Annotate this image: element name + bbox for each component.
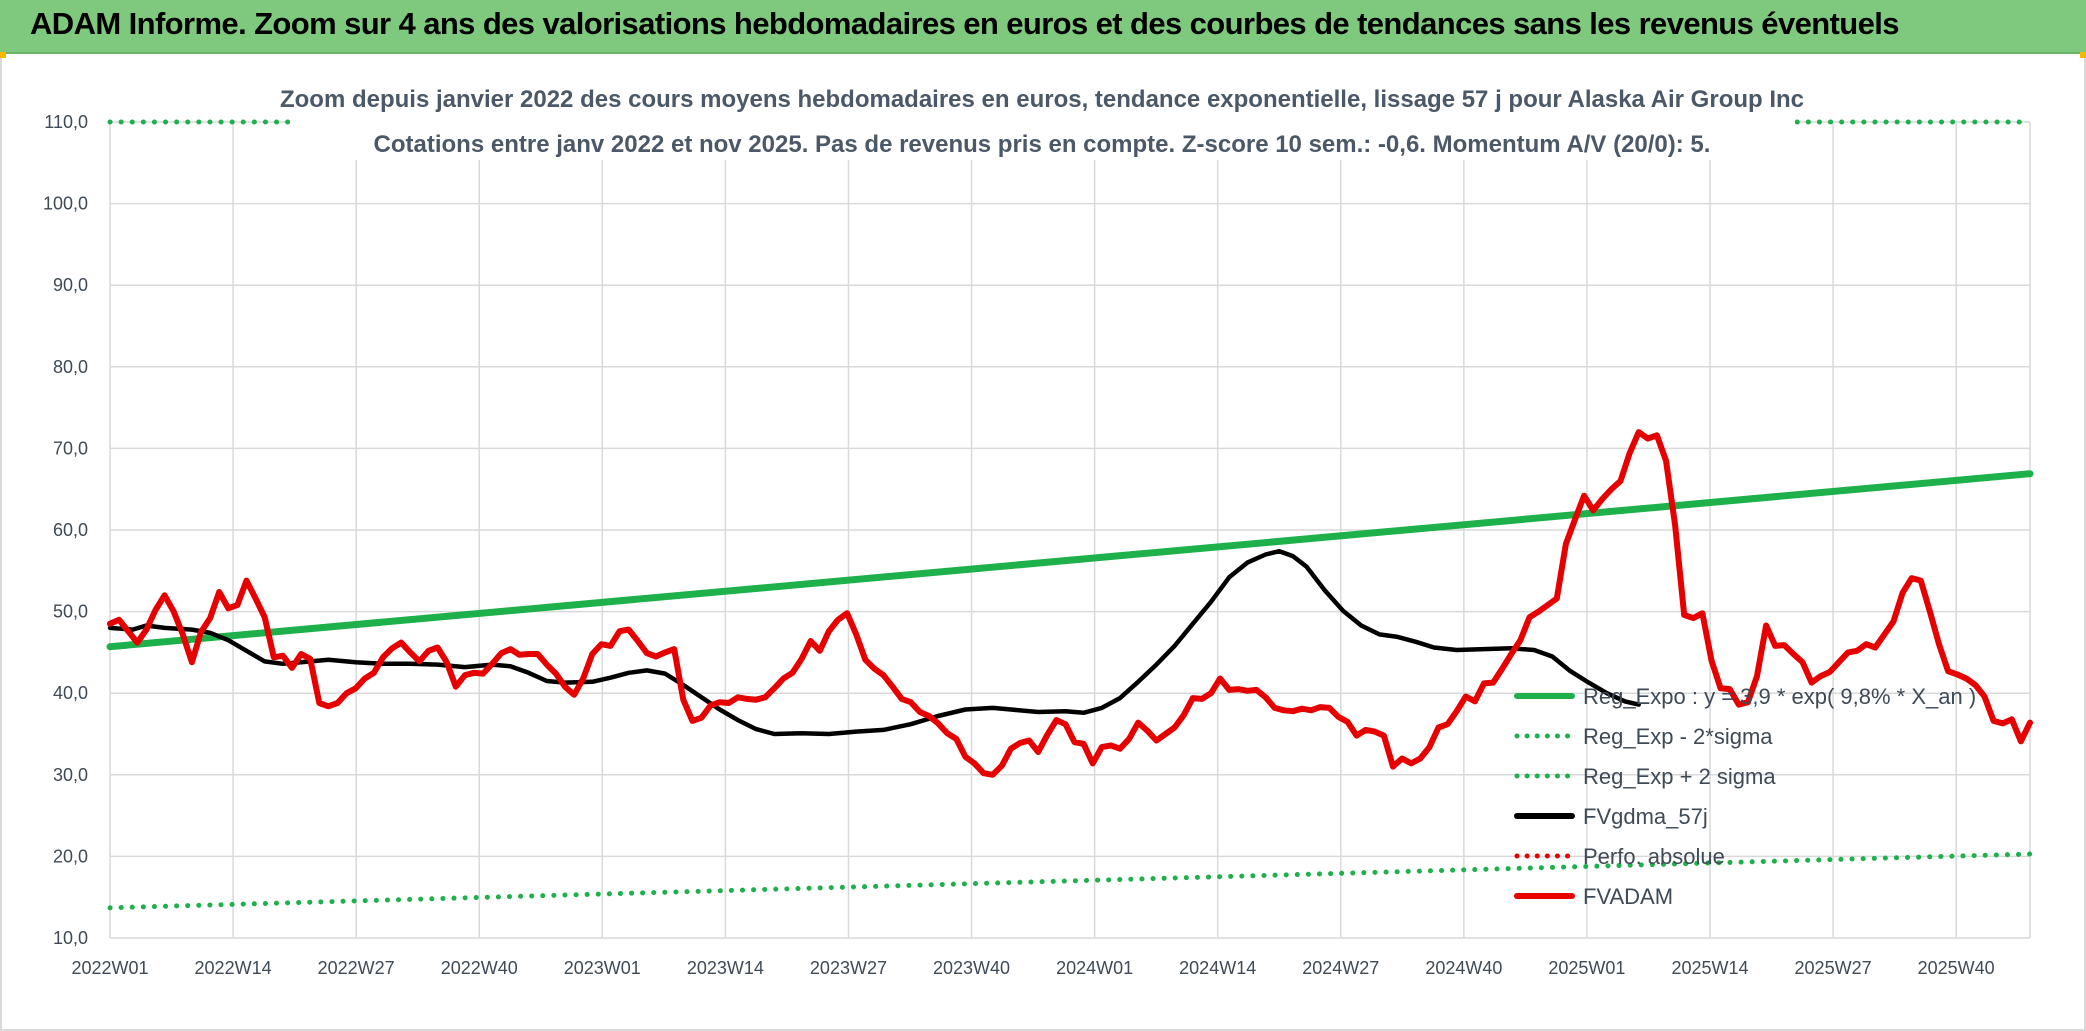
x-tick-label: 2023W14 — [687, 958, 764, 978]
corner-marker — [0, 52, 6, 58]
y-tick-label: 110,0 — [44, 112, 88, 132]
series-layer — [106, 119, 2034, 911]
legend-label: Reg_Exp - 2*sigma — [1583, 724, 1773, 749]
chart-title: Zoom depuis janvier 2022 des cours moyen… — [280, 86, 1804, 113]
series-line — [107, 548, 1641, 737]
legend-label: Reg_Exp + 2 sigma — [1583, 764, 1776, 789]
x-tick-label: 2025W01 — [1548, 958, 1625, 978]
chart-subtitle: Cotations entre janv 2022 et nov 2025. P… — [374, 131, 1711, 158]
series-line — [106, 470, 2034, 651]
x-tick-label: 2025W40 — [1918, 958, 1995, 978]
y-tick-label: 30,0 — [53, 765, 88, 785]
gridlines — [109, 121, 2031, 939]
legend-label: FVgdma_57j — [1583, 804, 1708, 829]
x-tick-label: 2023W27 — [810, 958, 887, 978]
y-tick-label: 90,0 — [53, 275, 88, 295]
legend-label: FVADAM — [1583, 884, 1673, 909]
x-tick-label: 2023W40 — [933, 958, 1010, 978]
x-tick-label: 2022W27 — [318, 958, 395, 978]
y-tick-label: 100,0 — [43, 194, 88, 214]
x-tick-label: 2022W14 — [195, 958, 272, 978]
y-tick-label: 60,0 — [53, 520, 88, 540]
x-tick-label: 2025W27 — [1795, 958, 1872, 978]
x-tick-label: 2022W40 — [441, 958, 518, 978]
legend-label: Reg_Expo : y = 3,9 * exp( 9,8% * X_an ) — [1583, 684, 1976, 709]
x-tick-label: 2024W14 — [1179, 958, 1256, 978]
y-tick-label: 10,0 — [53, 928, 88, 948]
y-tick-label: 20,0 — [53, 846, 88, 866]
x-axis-ticks: 2022W01 2022W14 2022W27 2022W40 2023W01 2023W… — [71, 958, 1994, 978]
y-tick-label: 70,0 — [53, 438, 88, 458]
subtitle-backdrop — [290, 80, 1795, 160]
y-axis-ticks: 10,0 20,0 30,0 40,0 50,0 60,0 70,0 80,0 90,0 100,… — [43, 112, 88, 948]
report-banner: ADAM Informe. Zoom sur 4 ans des valoris… — [0, 0, 2086, 54]
x-tick-label: 2022W01 — [71, 958, 148, 978]
report-title: ADAM Informe. Zoom sur 4 ans des valoris… — [30, 6, 1900, 41]
x-tick-label: 2024W40 — [1425, 958, 1502, 978]
x-tick-label: 2025W14 — [1671, 958, 1748, 978]
x-tick-label: 2024W01 — [1056, 958, 1133, 978]
y-tick-label: 80,0 — [53, 357, 88, 377]
legend-label: Perfo. absolue — [1583, 844, 1725, 869]
x-tick-label: 2024W27 — [1302, 958, 1379, 978]
series-line — [107, 851, 2033, 911]
y-tick-label: 50,0 — [53, 602, 88, 622]
legend: Reg_Expo : y = 3,9 * exp( 9,8% * X_an ) R… — [1514, 684, 1976, 909]
corner-marker — [2080, 52, 2086, 58]
x-tick-label: 2023W01 — [564, 958, 641, 978]
y-tick-label: 40,0 — [53, 683, 88, 703]
series-line — [107, 429, 2033, 778]
